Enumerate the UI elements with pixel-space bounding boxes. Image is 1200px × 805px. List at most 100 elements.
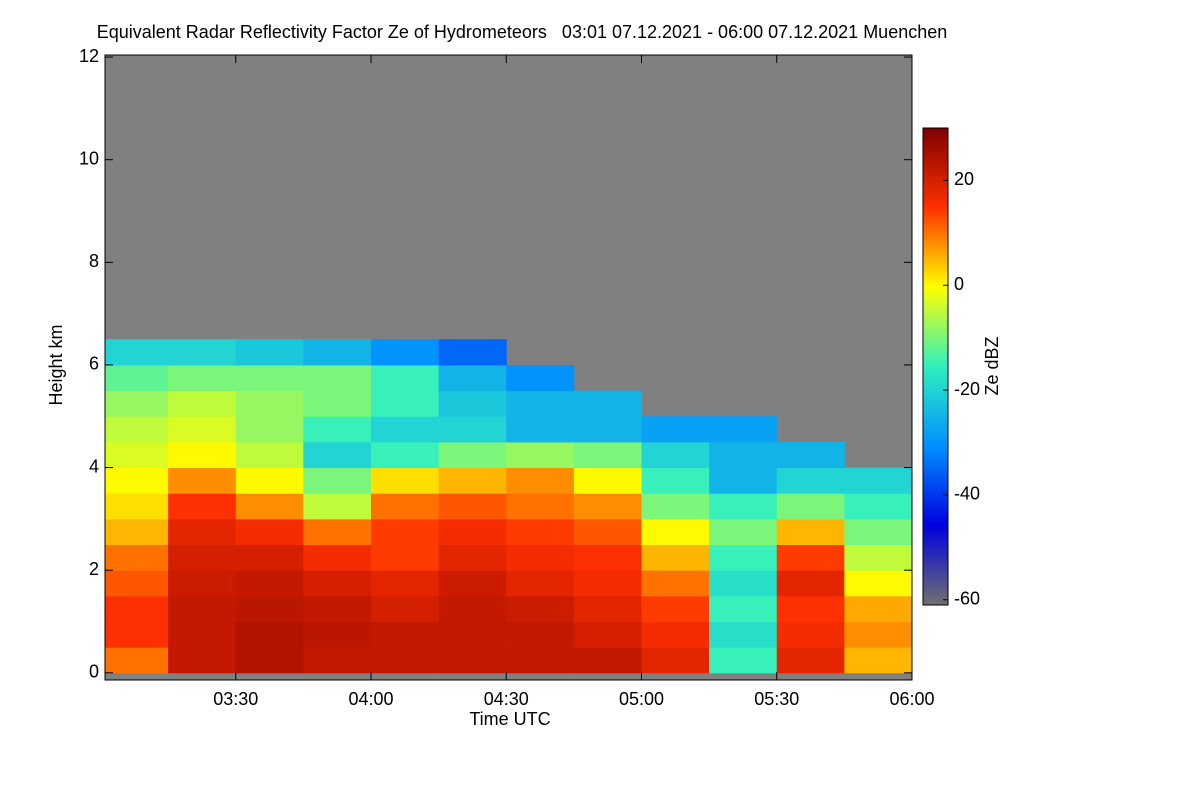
heatmap-cell [438, 570, 507, 597]
heatmap-cell [776, 647, 845, 674]
heatmap-cell [844, 570, 912, 597]
colorbar-tick-label: 0 [954, 274, 964, 294]
heatmap-cell [844, 518, 912, 546]
colorbar [922, 127, 949, 606]
heatmap-cell [105, 467, 169, 494]
heatmap-cell [105, 570, 169, 597]
heatmap-cell [506, 441, 575, 469]
heatmap-cell [105, 364, 169, 392]
heatmap-cell [776, 441, 845, 469]
heatmap-cell [776, 570, 845, 597]
heatmap-cell [235, 441, 304, 469]
heatmap-cell [709, 621, 778, 648]
x-tick-label: 05:00 [619, 689, 664, 709]
heatmap-cell [105, 518, 169, 546]
heatmap-cell [438, 416, 507, 443]
heatmap-cell [776, 493, 845, 520]
heatmap-cell [303, 339, 372, 366]
heatmap-cell [709, 518, 778, 546]
heatmap-cell [506, 647, 575, 674]
heatmap-cell [709, 467, 778, 494]
heatmap-cell [641, 647, 710, 674]
heatmap-cell [303, 570, 372, 597]
heatmap-cell [370, 570, 440, 597]
heatmap-cell [641, 544, 710, 571]
heatmap-cell [235, 621, 304, 648]
heatmap-cell [105, 493, 169, 520]
heatmap-cell [105, 647, 169, 674]
heatmap-cell [844, 493, 912, 520]
heatmap-cell [105, 390, 169, 417]
heatmap-cell [573, 621, 642, 648]
heatmap-cell [438, 441, 507, 469]
colorbar-tick-label: -20 [954, 379, 980, 399]
heatmap-cell [370, 518, 440, 546]
heatmap-cell [641, 621, 710, 648]
heatmap-cell [168, 339, 237, 366]
plot-frame [104, 54, 913, 681]
heatmap-cell [105, 544, 169, 571]
heatmap-cell [641, 493, 710, 520]
heatmap-cell [573, 595, 642, 623]
heatmap-cell [303, 493, 372, 520]
heatmap-cell [844, 467, 912, 494]
heatmap-cell [303, 467, 372, 494]
heatmap-cell [776, 518, 845, 546]
heatmap-cell [573, 647, 642, 674]
heatmap-cell [573, 493, 642, 520]
heatmap-cell [506, 518, 575, 546]
y-tick-label: 6 [89, 354, 99, 374]
heatmap-cell [370, 416, 440, 443]
heatmap-cell [573, 416, 642, 443]
heatmap-cell [506, 364, 575, 392]
heatmap-cell [438, 647, 507, 674]
heatmap-cell [844, 595, 912, 623]
heatmap-cell [105, 339, 169, 366]
heatmap-cell [168, 416, 237, 443]
heatmap-cell [709, 493, 778, 520]
heatmap-cell [641, 518, 710, 546]
heatmap-cell [844, 647, 912, 674]
heatmap-cell [709, 544, 778, 571]
colorbar-tick-label: 20 [954, 169, 974, 189]
x-tick-label: 03:30 [213, 689, 258, 709]
heatmap-cell [168, 621, 237, 648]
heatmap-cell [370, 647, 440, 674]
heatmap-cell [438, 621, 507, 648]
heatmap-cell [438, 518, 507, 546]
heatmap-cell [844, 544, 912, 571]
x-tick-label: 04:00 [348, 689, 393, 709]
heatmap-cell [641, 595, 710, 623]
heatmap-cell [235, 390, 304, 417]
heatmap-cell [168, 493, 237, 520]
heatmap-cell [641, 570, 710, 597]
heatmap-cell [438, 390, 507, 417]
heatmap-cell [641, 416, 710, 443]
heatmap-cell [438, 364, 507, 392]
heatmap-cell [235, 339, 304, 366]
heatmap-cell [303, 364, 372, 392]
heatmap-cell [303, 647, 372, 674]
heatmap-cell [235, 493, 304, 520]
x-tick-label: 05:30 [754, 689, 799, 709]
heatmap-cell [235, 467, 304, 494]
heatmap-cell [506, 467, 575, 494]
heatmap-cell [506, 416, 575, 443]
heatmap-cell [105, 416, 169, 443]
heatmap-cell [438, 467, 507, 494]
heatmap-cell [370, 544, 440, 571]
colorbar-tick-label: -40 [954, 484, 980, 504]
heatmap-cell [709, 647, 778, 674]
x-tick-label: 04:30 [484, 689, 529, 709]
heatmap-cell [235, 647, 304, 674]
heatmap-cell [303, 518, 372, 546]
heatmap-cell [303, 416, 372, 443]
y-tick-label: 2 [89, 559, 99, 579]
colorbar-tick-label: -60 [954, 589, 980, 609]
heatmap-cell [709, 570, 778, 597]
colorbar-label: Ze dBZ [982, 336, 1002, 395]
heatmap-cell [573, 518, 642, 546]
heatmap-cell [506, 570, 575, 597]
heatmap-cell [168, 647, 237, 674]
